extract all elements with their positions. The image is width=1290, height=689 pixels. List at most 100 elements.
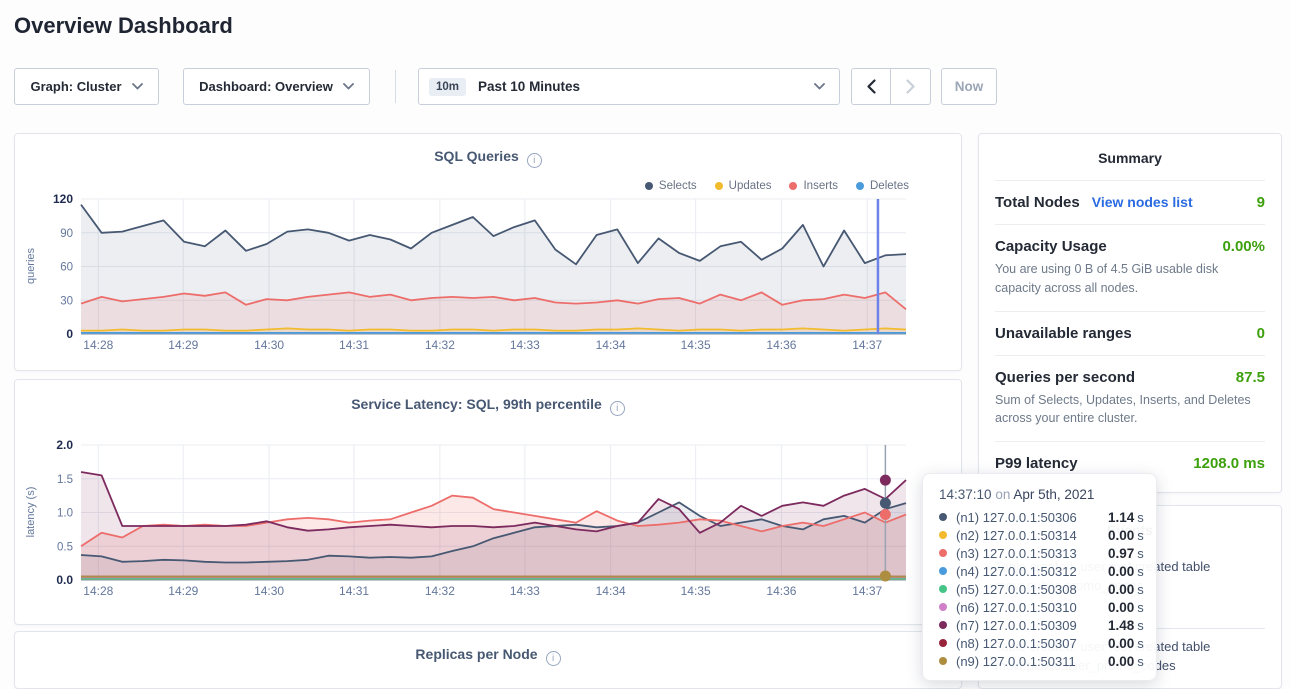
summary-row-total-nodes: Total Nodes View nodes list 9	[995, 180, 1265, 224]
legend-dot-icon	[714, 182, 723, 190]
x-tick-label: 14:33	[510, 338, 540, 352]
x-tick-label: 14:30	[254, 584, 284, 598]
info-icon[interactable]: i	[609, 401, 625, 416]
y-tick-label: 1.0	[57, 508, 73, 520]
info-icon[interactable]: i	[545, 651, 561, 666]
p99-latency-value: 1208.0 ms	[1193, 455, 1265, 472]
time-range-badge: 10m	[429, 77, 467, 96]
node-address: (n9) 127.0.0.1:50311	[956, 653, 1076, 669]
legend-item-deletes[interactable]: Deletes	[856, 180, 909, 192]
tooltip-date: Apr 5th, 2021	[1013, 487, 1095, 502]
y-tick-label: 0	[66, 327, 73, 341]
p99-latency-label: P99 latency	[995, 455, 1078, 472]
y-tick-label: 2.0	[56, 440, 73, 452]
x-tick-label: 14:28	[83, 338, 113, 352]
tooltip-rows: (n1) 127.0.0.1:50306 1.14 s (n2) 127.0.0.1:…	[939, 508, 1144, 670]
x-tick-label: 14:35	[681, 584, 711, 598]
node-address: (n7) 127.0.0.1:50309	[956, 617, 1077, 633]
tooltip-time: 14:37:10	[939, 487, 992, 502]
service-latency-card: Service Latency: SQL, 99th percentile i l…	[14, 379, 962, 625]
node-latency-value: 0.00	[1108, 527, 1135, 543]
node-color-dot-icon	[939, 585, 947, 593]
legend-label: Selects	[658, 180, 697, 192]
page-title: Overview Dashboard	[14, 13, 233, 38]
x-tick-label: 14:29	[168, 338, 198, 352]
capacity-usage-description: You are using 0 B of 4.5 GiB usable disk…	[995, 262, 1219, 295]
chart-hover-tooltip: 14:37:10 on Apr 5th, 2021 (n1) 127.0.0.1…	[922, 473, 1157, 681]
graph-dropdown[interactable]: Graph: Cluster	[14, 68, 159, 105]
chevron-down-icon	[814, 83, 825, 90]
x-tick-label: 14:33	[510, 584, 540, 598]
summary-title: Summary	[1098, 150, 1162, 166]
x-tick-label: 14:35	[681, 338, 711, 352]
node-latency-unit: s	[1137, 509, 1144, 525]
sql-queries-card: SQL Queries i Selects Updates Inserts Delete…	[14, 133, 962, 371]
tooltip-row: (n4) 127.0.0.1:50312 0.00 s	[939, 562, 1144, 580]
node-latency-value: 0.00	[1108, 563, 1135, 579]
legend-dot-icon	[856, 182, 864, 190]
node-latency-value: 0.00	[1108, 635, 1135, 651]
legend-label: Updates	[728, 180, 772, 192]
legend-item-inserts[interactable]: Inserts	[789, 180, 838, 192]
tooltip-row: (n9) 127.0.0.1:50311 0.00 s	[939, 652, 1144, 670]
unavailable-ranges-value: 0	[1256, 324, 1265, 342]
replicas-per-node-card: Replicas per Node i	[14, 631, 962, 689]
info-icon[interactable]: i	[526, 153, 542, 168]
legend-label: Inserts	[803, 180, 838, 192]
chevron-left-icon	[866, 79, 876, 94]
x-tick-label: 14:37	[852, 584, 882, 598]
legend-item-updates[interactable]: Updates	[714, 180, 772, 192]
node-latency-value: 0.00	[1108, 581, 1135, 597]
chart-title: Replicas per Node	[415, 646, 538, 662]
node-latency-unit: s	[1137, 635, 1144, 651]
total-nodes-value: 9	[1256, 194, 1265, 211]
y-tick-label: 0.0	[56, 573, 73, 587]
sql-legend: Selects Updates Inserts Deletes	[644, 180, 909, 192]
view-nodes-list-link[interactable]: View nodes list	[1091, 194, 1193, 210]
qps-label: Queries per second	[995, 368, 1136, 386]
time-range-label: Past 10 Minutes	[478, 79, 581, 94]
x-tick-label: 14:30	[254, 338, 284, 352]
node-address: (n6) 127.0.0.1:50310	[956, 599, 1077, 615]
service-latency-chart[interactable]: 0.0 0.5 1.0 1.5 2.0 14:28 14:29 14:30 14:31 14:32…	[15, 440, 963, 615]
x-tick-label: 14:34	[596, 584, 626, 598]
tooltip-row: (n3) 127.0.0.1:50313 0.97 s	[939, 544, 1144, 562]
y-tick-label: 90	[60, 228, 73, 240]
sql-queries-chart[interactable]: 0 30 60 90 120 14:28 14:29 14:30 14:31 14:32 14:33…	[15, 194, 963, 369]
total-nodes-label: Total Nodes	[995, 194, 1080, 211]
node-address: (n1) 127.0.0.1:50306	[956, 509, 1077, 525]
chart-title: SQL Queries	[434, 148, 519, 164]
tooltip-row: (n2) 127.0.0.1:50314 0.00 s	[939, 526, 1144, 544]
node-latency-value: 0.00	[1108, 599, 1135, 615]
qps-value: 87.5	[1235, 368, 1265, 386]
x-tick-label: 14:37	[852, 338, 882, 352]
capacity-usage-value: 0.00%	[1222, 238, 1265, 255]
node-latency-unit: s	[1137, 617, 1144, 633]
node-address: (n4) 127.0.0.1:50312	[956, 563, 1077, 579]
time-next-button[interactable]	[891, 68, 931, 105]
legend-item-selects[interactable]: Selects	[644, 180, 697, 192]
node-address: (n5) 127.0.0.1:50308	[956, 581, 1077, 597]
x-tick-label: 14:34	[596, 338, 626, 352]
legend-dot-icon	[644, 182, 653, 190]
node-address: (n3) 127.0.0.1:50313	[956, 545, 1077, 561]
now-button[interactable]: Now	[941, 68, 997, 105]
x-tick-label: 14:29	[168, 584, 198, 598]
y-tick-label: 1.5	[57, 474, 73, 486]
y-tick-label: 120	[53, 194, 73, 206]
unavailable-ranges-label: Unavailable ranges	[995, 324, 1132, 342]
tooltip-on: on	[995, 487, 1011, 502]
node-latency-value: 1.48	[1108, 617, 1135, 633]
dashboard-dropdown-label: Dashboard: Overview	[199, 79, 333, 94]
time-range-dropdown[interactable]: 10m Past 10 Minutes	[418, 68, 840, 105]
capacity-usage-label: Capacity Usage	[995, 238, 1107, 255]
node-color-dot-icon	[939, 603, 947, 611]
chevron-right-icon	[906, 79, 915, 94]
qps-description: Sum of Selects, Updates, Inserts, and De…	[995, 392, 1251, 426]
time-prev-button[interactable]	[851, 68, 891, 105]
x-tick-label: 14:36	[766, 584, 796, 598]
dashboard-dropdown[interactable]: Dashboard: Overview	[183, 68, 370, 105]
summary-row-capacity: Capacity Usage 0.00% You are using 0 B o…	[995, 224, 1265, 311]
graph-dropdown-label: Graph: Cluster	[30, 79, 122, 94]
chevron-down-icon	[342, 83, 354, 90]
